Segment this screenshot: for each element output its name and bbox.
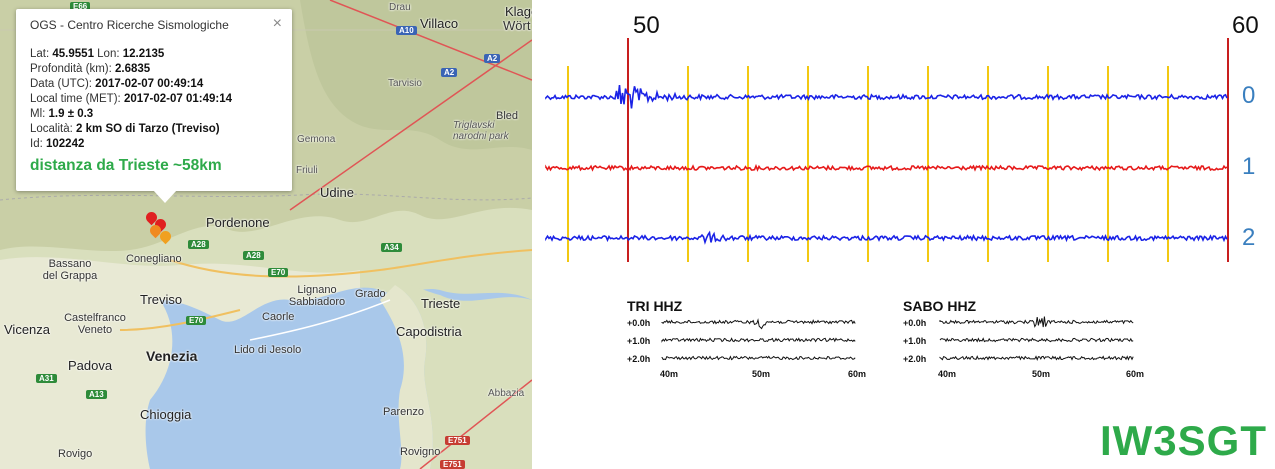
map-place: Triglavski narodni park xyxy=(453,120,509,142)
panel-row-label: +2.0h xyxy=(627,354,651,364)
map-place: Pordenone xyxy=(206,215,270,230)
panel-tick-label: 60m xyxy=(1126,369,1145,379)
map-place: Klagen xyxy=(505,4,532,19)
tri-trace-2h xyxy=(661,355,856,361)
map-place: Abbazia xyxy=(488,388,525,399)
panel-row-label: +0.0h xyxy=(903,318,927,328)
road-shield: E66 xyxy=(70,2,91,11)
map-place: Bassano del Grappa xyxy=(42,258,98,282)
panel-tick-label: 40m xyxy=(660,369,679,379)
map-place: Castelfranco Veneto xyxy=(64,312,126,336)
popup-pointer xyxy=(153,190,177,203)
map-place: Venezia xyxy=(146,348,198,364)
road-shield: A28 xyxy=(243,251,264,260)
map-place: Rovigo xyxy=(58,448,93,460)
map-place: Grado xyxy=(355,288,386,300)
map-place: Villaco xyxy=(420,16,459,31)
panel-title-sabo: SABO HHZ xyxy=(903,298,977,314)
road-shield: A10 xyxy=(396,26,417,35)
map-place: Drau xyxy=(389,2,411,13)
panel-row-label: +0.0h xyxy=(627,318,651,328)
map-place: Friuli xyxy=(296,165,318,176)
map-place: Udine xyxy=(320,185,354,200)
road-shield: A2 xyxy=(484,54,501,63)
map-view[interactable]: Villaco Klagen Wört Tarvisio Bled Trigla… xyxy=(0,0,532,469)
info-popup: OGS - Centro Ricerche Sismologiche × Lat… xyxy=(16,9,292,191)
map-place: Capodistria xyxy=(396,324,462,339)
trace-channel-0 xyxy=(545,85,1228,109)
popup-row-id: Id: 102242 xyxy=(30,138,85,150)
map-place: Rovigno xyxy=(400,446,441,458)
panel-row-label: +1.0h xyxy=(627,336,651,346)
map-place: Padova xyxy=(68,358,113,373)
panel-tick-label: 60m xyxy=(848,369,867,379)
channel-label-2: 2 xyxy=(1242,224,1256,251)
tri-trace-0h xyxy=(661,318,856,330)
seismogram-plot xyxy=(545,38,1229,361)
road-shield: A2 xyxy=(441,68,458,77)
map-place: Trieste xyxy=(421,296,461,311)
map-place: Chioggia xyxy=(140,407,192,422)
seismogram-panel: 50 60 0 1 2 TRI HHZ +0.0h +1.0h +2.0h 40… xyxy=(532,0,1275,469)
map-place: Tarvisio xyxy=(388,78,422,89)
panel-row-label: +1.0h xyxy=(903,336,927,346)
map-place: Vicenza xyxy=(4,322,51,337)
popup-distance: distanza da Trieste ~58km xyxy=(30,157,222,174)
map-place: Caorle xyxy=(262,311,295,323)
popup-row-latlon: Lat: 45.9551 Lon: 12.2135 xyxy=(30,48,165,60)
map-place: Parenzo xyxy=(383,406,424,418)
channel-label-0: 0 xyxy=(1242,82,1256,109)
popup-title: OGS - Centro Ricerche Sismologiche xyxy=(30,18,229,32)
road-shield: A13 xyxy=(86,390,107,399)
map-place: Bled xyxy=(496,110,519,122)
road-shield: A28 xyxy=(188,240,209,249)
road-shield: E751 xyxy=(445,436,470,445)
road-shield: E751 xyxy=(440,460,465,469)
road-shield: A34 xyxy=(381,243,402,252)
map-place: Gemona xyxy=(297,134,336,145)
close-icon[interactable]: × xyxy=(272,15,282,32)
road-shield: E70 xyxy=(268,268,289,277)
sabo-trace-2h xyxy=(939,355,1134,361)
popup-row-location: Località: 2 km SO di Tarzo (Treviso) xyxy=(30,123,220,135)
road-shield: A31 xyxy=(36,374,57,383)
road-shield: E70 xyxy=(186,316,207,325)
panel-tick-label: 40m xyxy=(938,369,957,379)
tri-trace-1h xyxy=(661,337,856,343)
map-place: Conegliano xyxy=(126,253,182,265)
time-label-50: 50 xyxy=(633,12,660,39)
sabo-trace-1h xyxy=(939,337,1134,343)
trace-channel-2 xyxy=(545,230,1228,245)
popup-row-magnitude: Ml: 1.9 ± 0.3 xyxy=(30,108,94,120)
popup-row-depth: Profondità (km): 2.6835 xyxy=(30,63,151,75)
popup-row-date-utc: Data (UTC): 2017-02-07 00:49:14 xyxy=(30,78,204,90)
panel-row-label: +2.0h xyxy=(903,354,927,364)
sabo-trace-0h xyxy=(939,316,1134,328)
channel-label-1: 1 xyxy=(1242,153,1256,180)
panel-title-tri: TRI HHZ xyxy=(627,298,683,314)
map-place: Wört xyxy=(503,18,531,33)
map-place: Treviso xyxy=(140,292,183,307)
map-place: Lignano Sabbiadoro xyxy=(288,284,346,308)
time-label-60: 60 xyxy=(1232,12,1259,39)
map-place: Lido di Jesolo xyxy=(234,344,302,356)
popup-row-local-time: Local time (MET): 2017-02-07 01:49:14 xyxy=(30,93,232,105)
panel-tick-label: 50m xyxy=(1032,369,1051,379)
trace-channel-1 xyxy=(545,163,1228,172)
panel-tick-label: 50m xyxy=(752,369,771,379)
station-callsign: IW3SGT xyxy=(1099,417,1267,464)
